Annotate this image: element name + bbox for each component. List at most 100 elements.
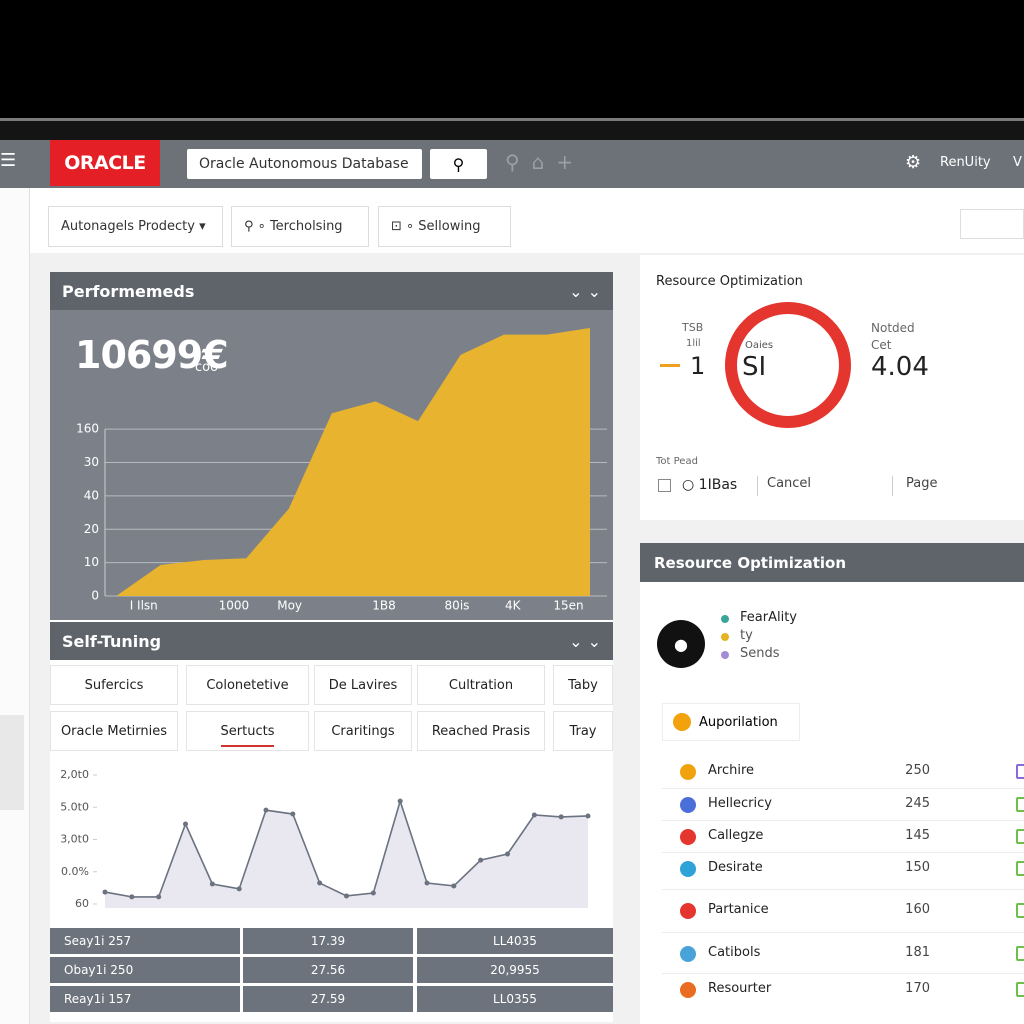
hamburger-icon[interactable]: ☰ [0, 150, 17, 171]
chip[interactable]: Auporilation [662, 703, 800, 741]
panel-title: Self-Tuning [62, 631, 162, 651]
table-cell: 27.56 [243, 957, 413, 983]
stat-label: Notded [871, 321, 915, 335]
row-icon [680, 946, 696, 962]
row-divider [662, 932, 1024, 933]
tab[interactable]: Sertucts [186, 711, 309, 751]
tab-label: Sufercics [84, 677, 144, 693]
sidebar [0, 188, 30, 1024]
tab[interactable]: Oracle Metirnies [50, 711, 178, 751]
tab-label: Tray [569, 723, 597, 739]
filter-input[interactable] [960, 209, 1024, 239]
search-button[interactable]: ⚲ [430, 149, 487, 179]
search-input[interactable]: Oracle Autonomous Database [187, 149, 422, 179]
checkbox[interactable] [658, 479, 671, 492]
toolbar-icons[interactable]: ⚲⌂+ [505, 150, 586, 174]
option-label: 1IBas [698, 477, 738, 493]
collapse-icon[interactable]: ⌄ ⌄ [569, 631, 601, 651]
tab[interactable]: Craritings [314, 711, 412, 751]
row-icon [680, 982, 696, 998]
row-value: 250 [905, 763, 930, 778]
row-name: Callegze [708, 828, 764, 843]
legend-label: Sends [740, 646, 780, 661]
gear-icon[interactable]: ⚙ [905, 152, 922, 173]
table-cell: Seay1i 257 [50, 928, 240, 954]
table-cell: 20,9955 [417, 957, 613, 983]
row-icon [680, 764, 696, 780]
tab[interactable]: Tray [553, 711, 613, 751]
button-label: Sellowing [418, 219, 481, 234]
row-checkbox[interactable] [1016, 946, 1024, 961]
row-name: Partanice [708, 902, 769, 917]
row-checkbox[interactable] [1016, 829, 1024, 844]
row-divider [662, 852, 1024, 853]
row-name: Desirate [708, 860, 763, 875]
row-checkbox[interactable] [1016, 797, 1024, 812]
cancel-link[interactable]: Cancel [757, 476, 827, 496]
row-name: Archire [708, 763, 755, 778]
table-cell: LL0355 [417, 986, 613, 1012]
row-value: 245 [905, 796, 930, 811]
panel-header: Performemeds ⌄ ⌄ [50, 272, 613, 310]
row-checkbox[interactable] [1016, 764, 1024, 779]
legend-label: FearAlity [740, 610, 797, 625]
toolbar-button[interactable]: ⚲ ∘ Tercholsing [231, 206, 369, 247]
menu-letter[interactable]: V [1013, 155, 1022, 170]
table-cell: LL4035 [417, 928, 613, 954]
row-icon [680, 829, 696, 845]
tab-label: Sertucts [220, 724, 275, 747]
stat-dash [660, 364, 680, 367]
row-divider [662, 973, 1024, 974]
row-divider [662, 820, 1024, 821]
footer-option[interactable]: ○ 1IBas [682, 477, 738, 493]
legend-label: ty [740, 628, 753, 643]
stat-value: 4.04 [871, 352, 929, 382]
user-name[interactable]: RenUity [940, 155, 991, 170]
tab[interactable]: Taby [553, 665, 613, 705]
logo[interactable]: ORACLE [50, 140, 160, 186]
toolbar-button[interactable]: Autonagels Prodecty ▾ [48, 206, 223, 247]
tab-label: Colonetetive [206, 677, 289, 693]
tab[interactable]: De Lavires [314, 665, 412, 705]
panel-header: Resource Optimization [640, 543, 1024, 582]
tab[interactable]: Reached Prasis [417, 711, 545, 751]
toolbar-button[interactable]: ⊡ ∘ Sellowing [378, 206, 511, 247]
tab[interactable]: Sufercics [50, 665, 178, 705]
panel-title: Performemeds [62, 281, 195, 301]
avatar[interactable]: ● [657, 620, 705, 668]
legend-dot [721, 615, 729, 623]
collapse-icon[interactable]: ⌄ ⌄ [569, 281, 601, 301]
tab-label: De Lavires [328, 677, 398, 693]
row-checkbox[interactable] [1016, 903, 1024, 918]
page-link[interactable]: Page [892, 476, 962, 496]
tab-label: Craritings [331, 723, 395, 739]
row-checkbox[interactable] [1016, 982, 1024, 997]
panel-title: Resource Optimization [654, 553, 847, 572]
button-label: Tercholsing [269, 219, 343, 234]
top-bar [0, 140, 1024, 188]
chip-label: Auporilation [699, 714, 778, 730]
row-icon [680, 903, 696, 919]
resource-list-panel [640, 543, 1024, 1024]
button-label: Autonagels Prodecty [61, 219, 195, 234]
table-cell: 27.59 [243, 986, 413, 1012]
row-name: Hellecricy [708, 796, 772, 811]
footer-label: Tot Pead [656, 456, 698, 467]
tab[interactable]: Cultration [417, 665, 545, 705]
row-value: 181 [905, 945, 930, 960]
chip-icon [673, 713, 691, 731]
donut-value: SI [742, 352, 767, 382]
row-value: 150 [905, 860, 930, 875]
legend-dot [721, 651, 729, 659]
row-value: 160 [905, 902, 930, 917]
tab-label: Taby [568, 677, 598, 693]
card-title: Resource Optimization [656, 274, 803, 289]
row-value: 145 [905, 828, 930, 843]
donut-label: Oaies [745, 340, 774, 351]
tab[interactable]: Colonetetive [186, 665, 309, 705]
panel-header: Self-Tuning ⌄ ⌄ [50, 622, 613, 660]
stat-label: 1lil [686, 338, 701, 349]
stat-label: Cet [871, 338, 892, 352]
row-checkbox[interactable] [1016, 861, 1024, 876]
